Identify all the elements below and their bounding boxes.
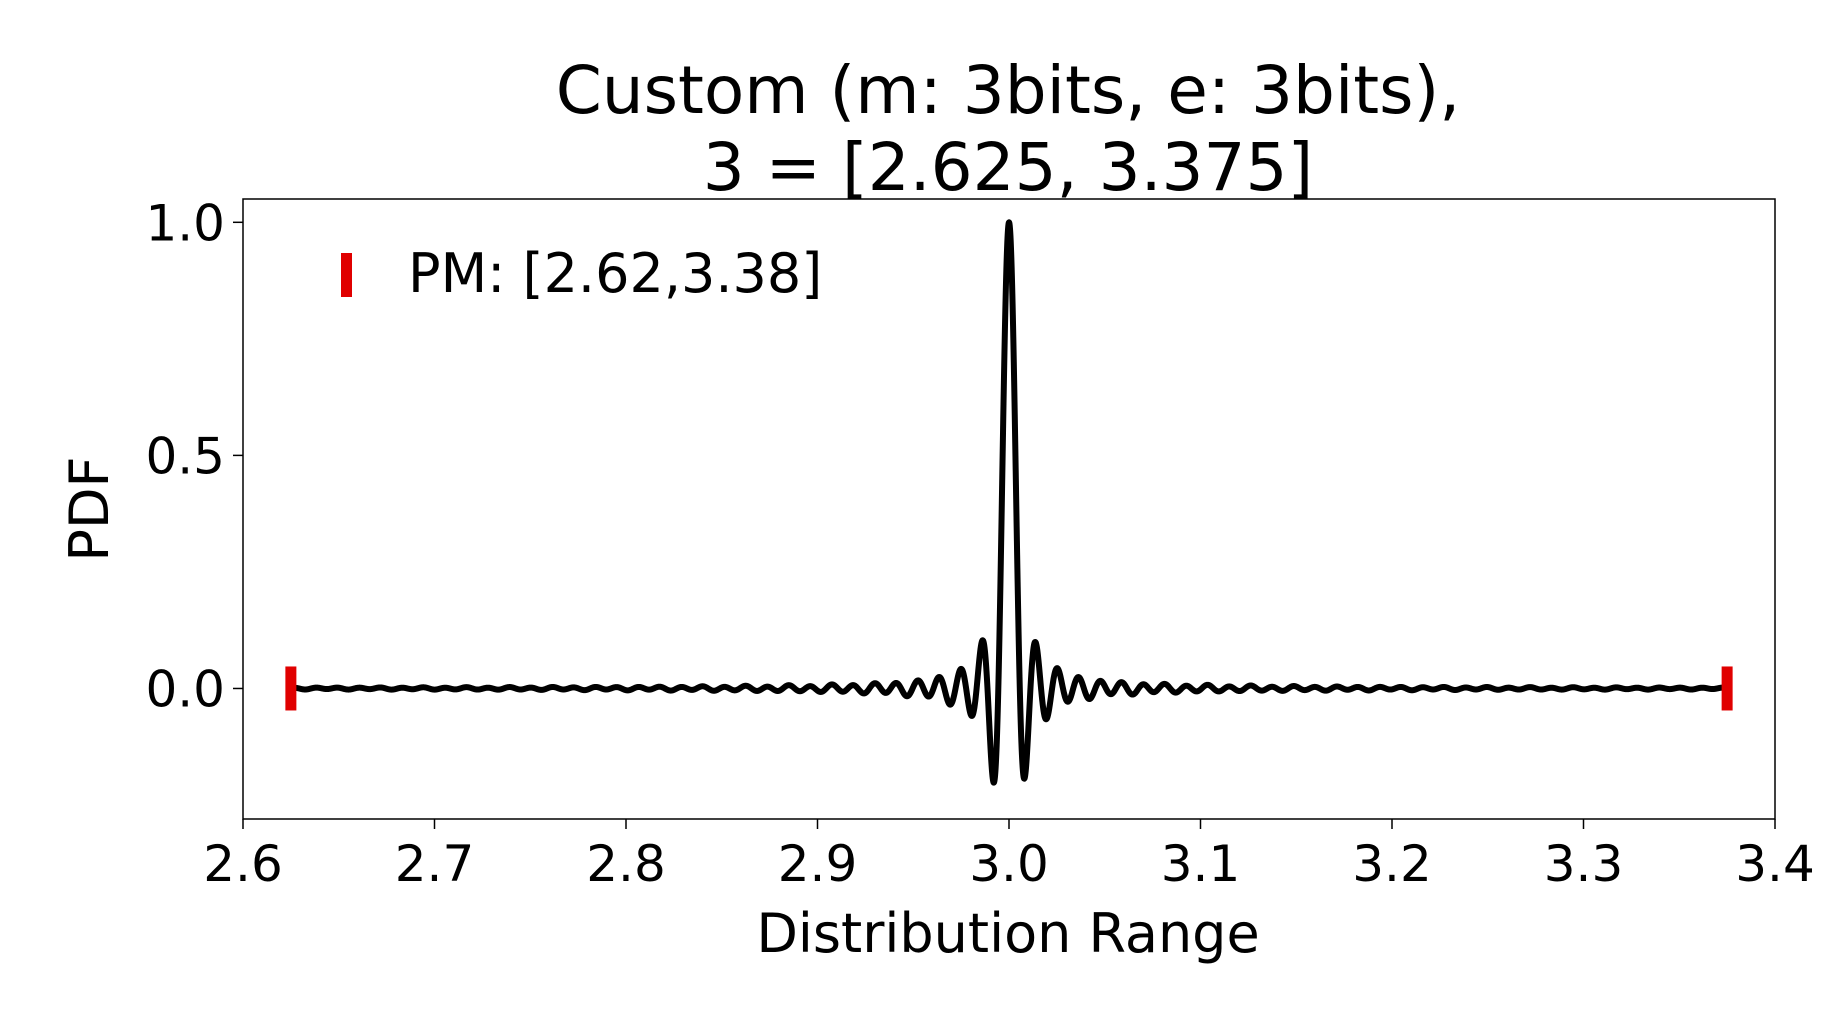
- x-tick-label-5: 3.1: [1161, 835, 1241, 893]
- plot-area: [242, 198, 1776, 820]
- chart-title-line-1: Custom (m: 3bits, e: 3bits),: [556, 52, 1461, 129]
- x-tick-label-1: 2.7: [395, 835, 475, 893]
- legend: PM: [2.62,3.38]: [341, 242, 822, 305]
- x-tick-label-8: 3.4: [1735, 835, 1815, 893]
- pm-marker-0: [285, 666, 297, 711]
- series-line: [288, 219, 1730, 786]
- pm-marker-1: [1721, 666, 1733, 711]
- y-tick-label-1: 0.5: [145, 427, 225, 485]
- legend-marker-swatch: [341, 253, 352, 297]
- chart-title-line-2: 3 = [2.625, 3.375]: [703, 129, 1314, 206]
- marker-layer: [285, 666, 1733, 711]
- x-tick-label-4: 3.0: [969, 835, 1049, 893]
- x-tick-label-2: 2.8: [586, 835, 666, 893]
- x-tick-label-7: 3.3: [1544, 835, 1624, 893]
- x-tick-label-6: 3.2: [1352, 835, 1432, 893]
- y-axis-label: PDF: [58, 456, 121, 561]
- y-axis: 0.0 0.5 1.0: [145, 194, 243, 718]
- legend-entry-pm: PM: [2.62,3.38]: [408, 242, 822, 305]
- y-tick-label-0: 0.0: [145, 660, 225, 718]
- y-tick-label-2: 1.0: [145, 194, 225, 252]
- x-axis-label: Distribution Range: [756, 902, 1259, 965]
- x-tick-label-3: 2.9: [778, 835, 858, 893]
- x-axis: 2.6 2.7 2.8 2.9 3.0 3.1 3.2 3.3 3.4: [203, 819, 1815, 893]
- x-tick-label-0: 2.6: [203, 835, 283, 893]
- series-layer: [288, 219, 1730, 786]
